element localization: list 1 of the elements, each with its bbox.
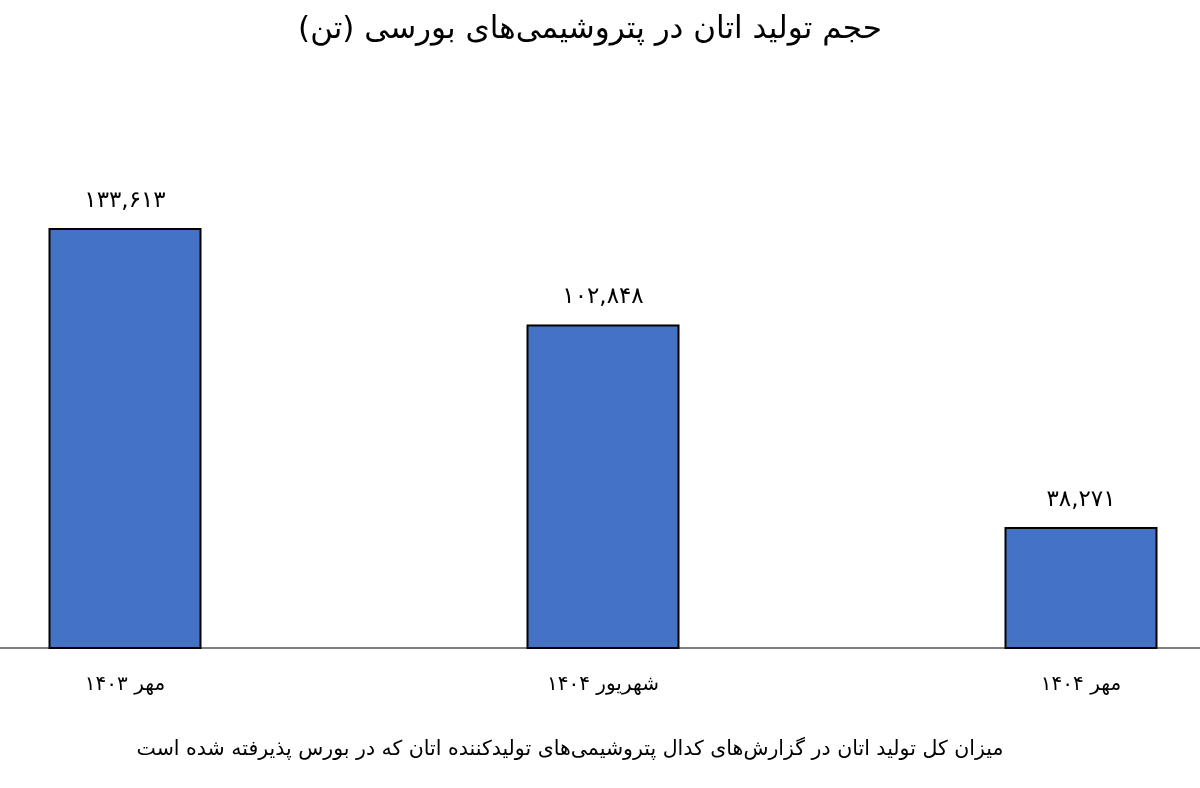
title: حجم تولید اتان در پتروشیمی‌های بورسی (تن)	[298, 9, 882, 45]
